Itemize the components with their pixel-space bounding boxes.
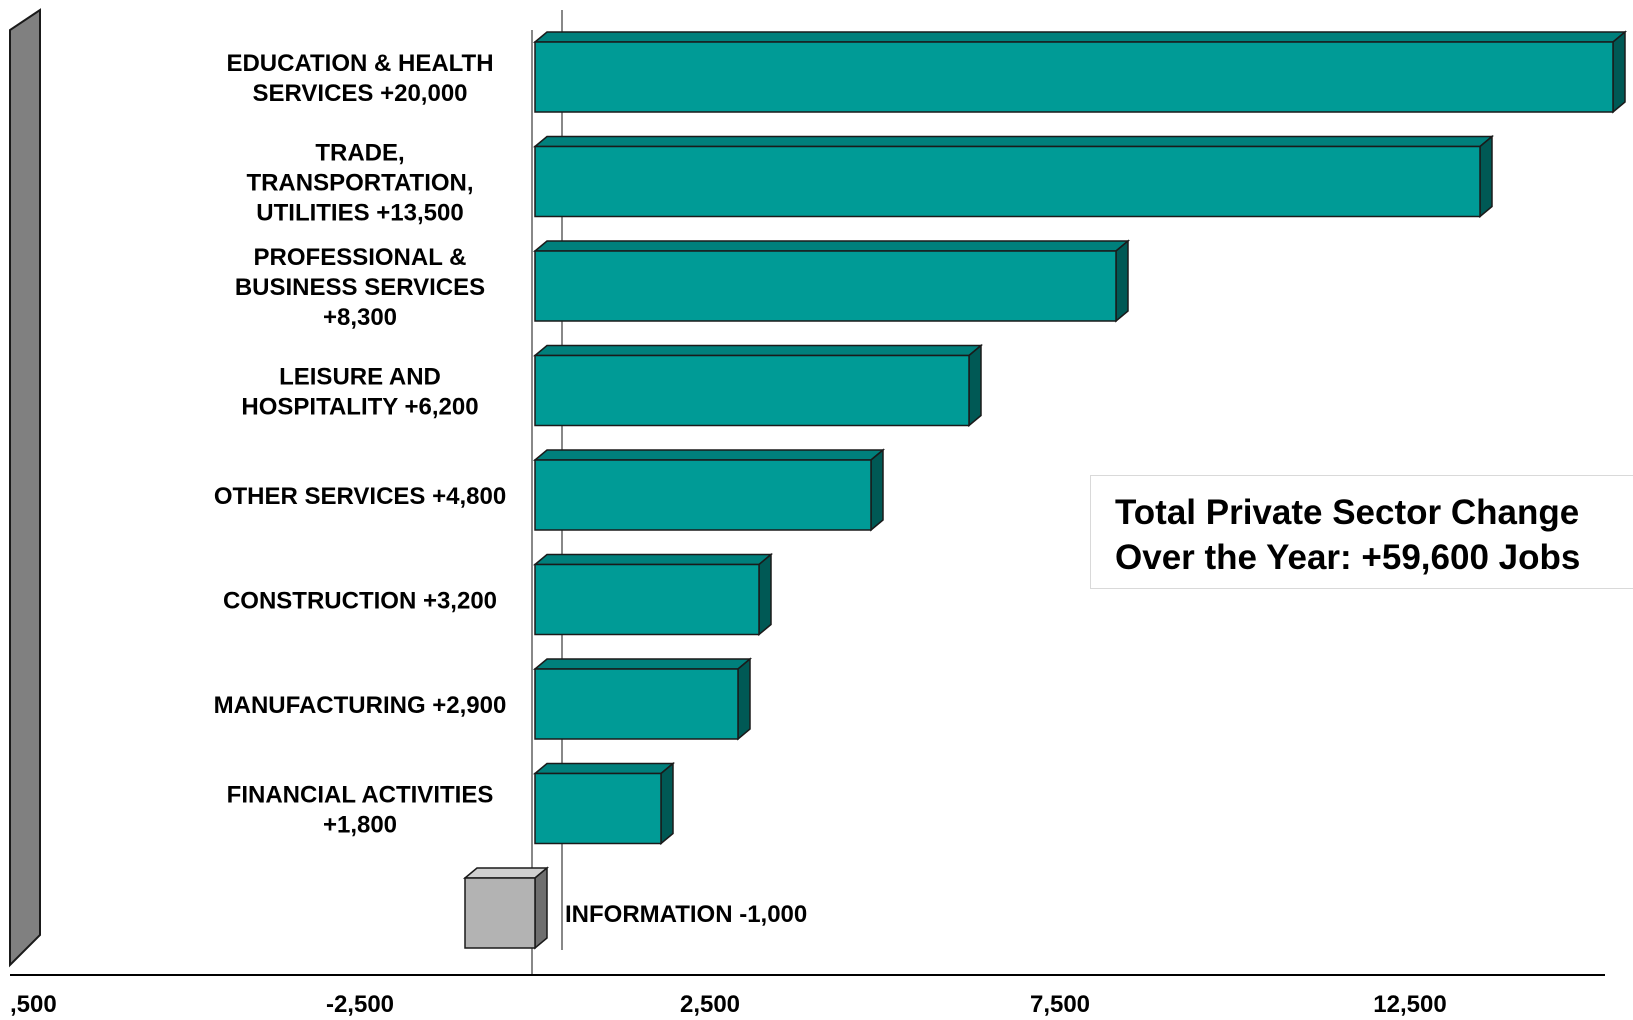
bar-6 bbox=[532, 657, 753, 741]
bar-side-face bbox=[870, 448, 884, 532]
bar-side-face bbox=[1612, 30, 1626, 114]
bar-side-face bbox=[737, 657, 751, 741]
bar-top-face bbox=[532, 658, 753, 670]
bar-label-line: +1,800 bbox=[323, 812, 397, 839]
bar-side-face bbox=[1115, 239, 1129, 323]
bar-label-line: TRADE, bbox=[315, 140, 404, 167]
bar-side-face bbox=[1479, 134, 1493, 219]
back-wall bbox=[9, 8, 41, 968]
x-tick-label: -2,500 bbox=[326, 991, 394, 1018]
bar-top-face bbox=[532, 31, 1628, 43]
bar-label-1: TRADE, TRANSPORTATION, UTILITIES +13,500 bbox=[246, 140, 473, 227]
bar-label-line: BUSINESS SERVICES bbox=[235, 274, 485, 301]
bar-top-face bbox=[532, 135, 1495, 148]
bar-label-line: CONSTRUCTION +3,200 bbox=[223, 588, 497, 615]
bar-label-0: EDUCATION & HEALTH SERVICES +20,000 bbox=[226, 50, 493, 107]
bars-group bbox=[462, 30, 1628, 950]
bar-3 bbox=[532, 343, 984, 428]
bar-label-7: FINANCIAL ACTIVITIES +1,800 bbox=[227, 782, 494, 839]
bar-4 bbox=[532, 448, 886, 532]
bar-side-face bbox=[968, 343, 982, 428]
bar-8 bbox=[462, 866, 550, 950]
bar-0 bbox=[532, 30, 1628, 114]
x-tick-label: 7,500 bbox=[1030, 991, 1090, 1018]
bar-label-4: OTHER SERVICES +4,800 bbox=[214, 483, 506, 510]
bar-front-face bbox=[534, 145, 1481, 218]
bar-label-line: EDUCATION & HEALTH bbox=[226, 50, 493, 77]
x-tick-label: ,500 bbox=[10, 991, 57, 1018]
bar-label-line: FINANCIAL ACTIVITIES bbox=[227, 782, 494, 809]
bar-label-3: LEISURE AND HOSPITALITY +6,200 bbox=[241, 364, 478, 421]
bar-label-8: INFORMATION -1,000 bbox=[565, 901, 807, 928]
bar-label-line: UTILITIES +13,500 bbox=[256, 200, 463, 227]
bar-front-face bbox=[534, 772, 662, 845]
bar-labels-group: EDUCATION & HEALTH SERVICES +20,000 TRADE,… bbox=[214, 50, 808, 928]
x-tick-label: 2,500 bbox=[680, 991, 740, 1018]
bar-label-line: SERVICES +20,000 bbox=[252, 80, 467, 107]
bar-5 bbox=[532, 552, 774, 637]
bar-side-face bbox=[534, 866, 548, 950]
bar-top-face bbox=[532, 240, 1131, 252]
bar-label-5: CONSTRUCTION +3,200 bbox=[223, 588, 497, 615]
bar-2 bbox=[532, 239, 1131, 323]
bar-top-face bbox=[532, 344, 984, 357]
bar-side-face bbox=[660, 761, 674, 846]
bar-label-line: HOSPITALITY +6,200 bbox=[241, 394, 478, 421]
bar-label-line: INFORMATION -1,000 bbox=[565, 901, 807, 928]
bar-front-face bbox=[534, 668, 739, 740]
bar-top-face bbox=[462, 867, 550, 879]
bar-1 bbox=[532, 134, 1495, 219]
bar-front-face bbox=[534, 459, 872, 531]
bar-label-line: MANUFACTURING +2,900 bbox=[214, 692, 507, 719]
annotation-line-2: Over the Year: +59,600 Jobs bbox=[1115, 538, 1581, 577]
bar-7 bbox=[532, 761, 676, 846]
bar-side-face bbox=[758, 552, 772, 637]
x-tick-labels-group: ,500 -2,500 2,500 7,500 12,500 bbox=[10, 991, 1447, 1018]
bar-label-2: PROFESSIONAL & BUSINESS SERVICES +8,300 bbox=[235, 244, 485, 331]
bar-front-face bbox=[534, 354, 970, 427]
bar-top-face bbox=[532, 762, 676, 775]
bar-label-line: +8,300 bbox=[323, 304, 397, 331]
bar-front-face bbox=[534, 250, 1117, 322]
bar-label-line: LEISURE AND bbox=[279, 364, 441, 391]
bar-top-face bbox=[532, 553, 774, 566]
annotation-line-1: Total Private Sector Change bbox=[1115, 493, 1580, 532]
bar-top-face bbox=[532, 449, 886, 461]
bar-front-face bbox=[464, 877, 536, 949]
x-tick-label: 12,500 bbox=[1373, 991, 1446, 1018]
bar-label-line: TRANSPORTATION, bbox=[246, 170, 473, 197]
total-change-annotation: Total Private Sector Change Over the Yea… bbox=[1090, 475, 1633, 589]
bar-label-line: PROFESSIONAL & bbox=[254, 244, 467, 271]
bar-label-6: MANUFACTURING +2,900 bbox=[214, 692, 507, 719]
bar-front-face bbox=[534, 41, 1614, 113]
bar-front-face bbox=[534, 563, 760, 636]
bar-label-line: OTHER SERVICES +4,800 bbox=[214, 483, 506, 510]
